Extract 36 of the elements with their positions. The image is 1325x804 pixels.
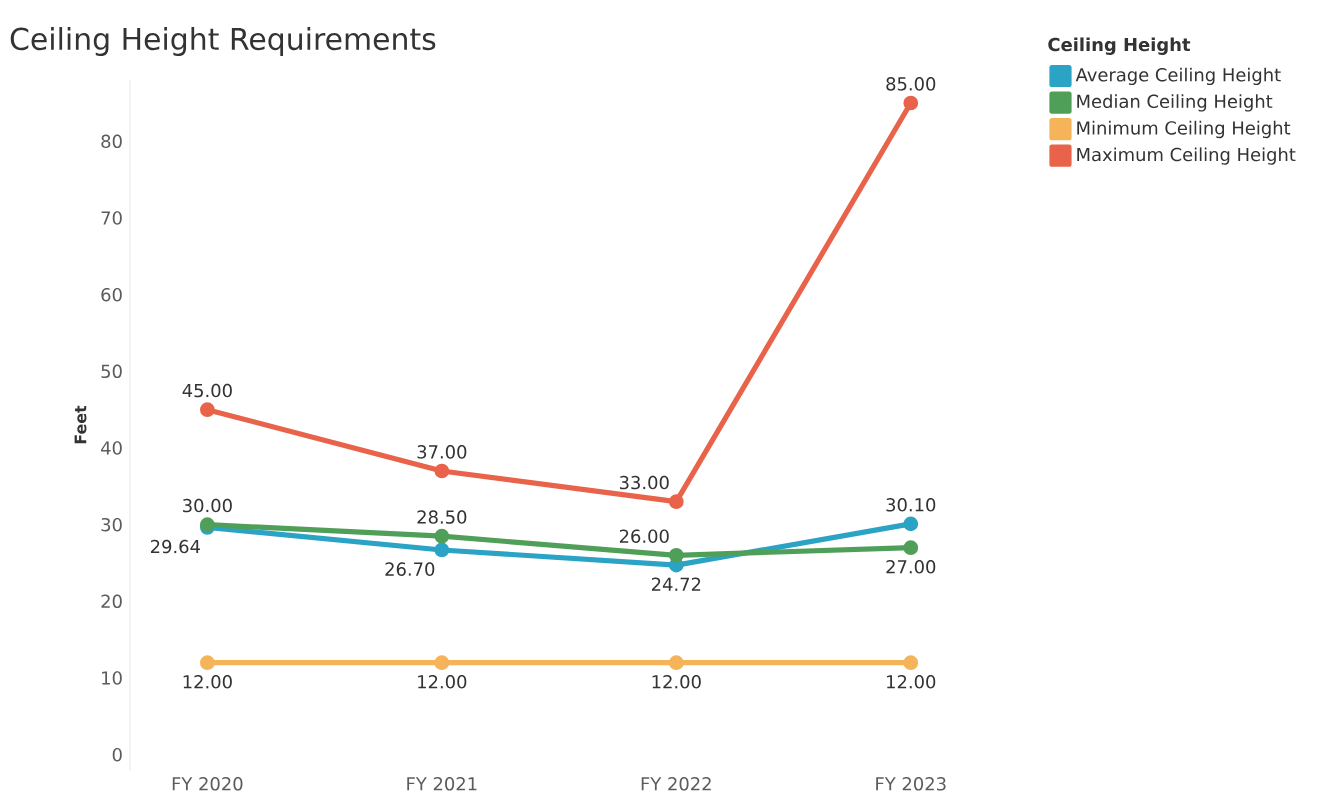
data-label: 12.00 — [887, 675, 936, 689]
y-tick-label: 0 — [112, 747, 122, 762]
data-label: 27.00 — [886, 560, 936, 574]
data-label: 85.00 — [886, 77, 936, 91]
data-label: 26.70 — [385, 562, 435, 576]
legend-label: Maximum Ceiling Height — [1077, 147, 1296, 165]
data-label: 12.00 — [652, 675, 701, 689]
y-tick-label: 40 — [101, 441, 122, 455]
x-tick-label: FY 2023 — [876, 777, 946, 791]
y-tick-label: 30 — [101, 517, 122, 532]
y-tick-label: 20 — [101, 594, 122, 609]
data-label: 12.00 — [183, 675, 232, 689]
data-label: 12.00 — [418, 675, 467, 689]
data-label: 28.50 — [417, 510, 467, 524]
data-label: 37.00 — [417, 445, 467, 459]
data-label: 30.00 — [183, 498, 232, 513]
chart-title: Ceiling Height Requirements — [10, 27, 436, 56]
x-tick-label: FY 2021 — [407, 777, 477, 791]
y-axis-title: Feet — [74, 405, 87, 444]
y-tick-label: 60 — [101, 287, 122, 302]
data-label: 24.72 — [651, 577, 701, 591]
x-tick-label: FY 2020 — [172, 777, 243, 791]
legend-label: Median Ceiling Height — [1077, 94, 1273, 112]
data-label: 29.64 — [150, 539, 200, 554]
y-tick-label: 70 — [101, 211, 122, 225]
data-label: 45.00 — [182, 383, 232, 398]
x-tick-label: FY 2022 — [641, 777, 711, 791]
data-label: 33.00 — [619, 475, 669, 490]
y-tick-label: 50 — [101, 364, 122, 379]
legend-label: Minimum Ceiling Height — [1077, 120, 1291, 139]
y-tick-label: 10 — [102, 671, 122, 685]
legend-label: Average Ceiling Height — [1075, 67, 1281, 86]
y-tick-label: 80 — [101, 134, 122, 149]
legend-title: Ceiling Height — [1048, 37, 1191, 55]
data-label: 26.00 — [619, 529, 669, 543]
data-label: 30.10 — [886, 497, 936, 512]
